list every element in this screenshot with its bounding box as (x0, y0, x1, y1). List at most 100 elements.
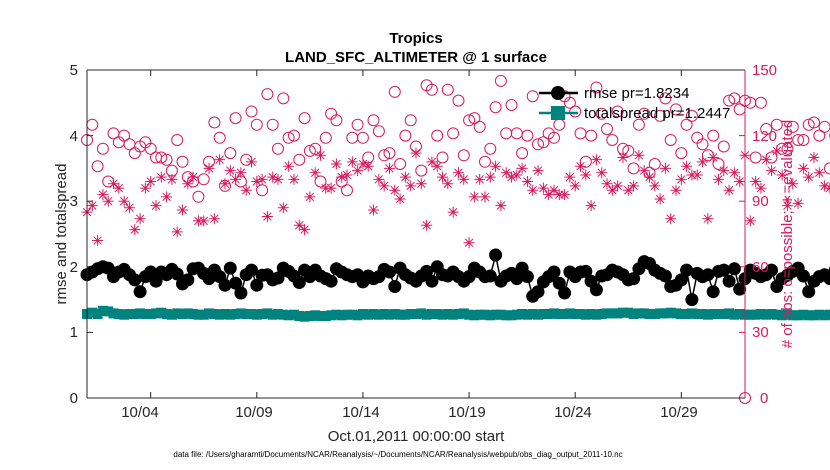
totalspread-point (416, 308, 427, 319)
rmse-point (727, 262, 741, 276)
rmse-point (706, 285, 720, 299)
totalspread-point (140, 309, 151, 319)
totalspread-point (315, 311, 326, 321)
obs-evaluated-point (314, 149, 326, 161)
totalspread-point (299, 311, 310, 322)
y-left-tick-label: 1 (70, 324, 78, 341)
rmse-point (128, 273, 142, 287)
totalspread-point (787, 310, 798, 321)
y-right-tick-label: 30 (752, 324, 769, 341)
totalspread-point (623, 307, 634, 318)
obs-possible-point (330, 114, 343, 127)
totalspread-point (129, 309, 140, 319)
obs-evaluated-point (500, 167, 512, 179)
totalspread-point (814, 309, 825, 320)
obs-evaluated-point (792, 197, 804, 209)
totalspread-point (474, 309, 485, 320)
totalspread-point (458, 308, 469, 319)
rmse-point (292, 276, 306, 289)
obs-possible-point (197, 173, 210, 186)
obs-evaluated-point (219, 178, 231, 190)
obs-evaluated-point (781, 200, 793, 212)
obs-evaluated-point (670, 184, 682, 196)
obs-evaluated-point (415, 178, 427, 190)
obs-evaluated-point (362, 160, 374, 172)
obs-evaluated-point (532, 165, 544, 177)
obs-possible-point (272, 142, 284, 155)
rmse-point (717, 263, 731, 277)
totalspread-point (166, 309, 177, 320)
obs-possible-series (81, 74, 830, 203)
obs-possible-point (548, 131, 560, 144)
obs-possible-point (601, 123, 613, 135)
totalspread-point (262, 308, 273, 319)
totalspread-point (495, 309, 506, 320)
totalspread-point (384, 309, 395, 320)
totalspread-point (113, 309, 124, 319)
data-file-footer: data file: /Users/gharamti/Documents/NCA… (173, 450, 622, 459)
obs-possible-point (436, 151, 449, 164)
rmse-point (722, 274, 736, 288)
totalspread-point (310, 310, 321, 321)
obs-evaluated-point (410, 147, 422, 159)
totalspread-point (777, 310, 788, 321)
totalspread-point (198, 309, 209, 320)
totalspread-point (97, 305, 108, 316)
obs-evaluated-point (490, 160, 502, 172)
obs-possible-point (457, 149, 470, 162)
obs-possible-point (606, 134, 619, 146)
obs-possible-point (818, 120, 830, 133)
totalspread-point (267, 309, 278, 320)
obs-evaluated-point (304, 191, 316, 203)
totalspread-point (824, 309, 830, 320)
obs-possible-point (425, 83, 438, 96)
totalspread-point (92, 309, 103, 319)
obs-possible-point (91, 160, 104, 173)
obs-evaluated-point (97, 189, 109, 201)
obs-possible-point (627, 162, 640, 175)
obs-possible-point (378, 149, 391, 162)
obs-evaluated-point (442, 178, 454, 190)
obs-evaluated-point (585, 200, 597, 212)
totalspread-point (405, 309, 416, 319)
obs-evaluated-point (299, 224, 311, 236)
obs-possible-point (415, 164, 428, 177)
obs-possible-point (675, 147, 688, 160)
obs-evaluated-point (431, 160, 443, 172)
obs-evaluated-series (81, 145, 830, 404)
obs-possible-point (494, 74, 507, 87)
rmse-point (685, 293, 699, 307)
totalspread-point (363, 309, 374, 320)
obs-evaluated-point (272, 173, 284, 185)
totalspread-point (649, 309, 660, 319)
obs-evaluated-point (394, 193, 406, 205)
obs-evaluated-point (675, 173, 687, 185)
totalspread-point (193, 309, 204, 320)
obs-possible-point (648, 158, 661, 170)
totalspread-point (729, 309, 740, 320)
obs-evaluated-point (346, 156, 358, 168)
obs-possible-point (351, 118, 364, 131)
totalspread-point (151, 308, 161, 319)
obs-evaluated-point (129, 224, 141, 236)
obs-possible-point (707, 129, 720, 142)
obs-evaluated-point (102, 195, 114, 207)
obs-possible-point (208, 116, 221, 129)
totalspread-point (702, 309, 713, 320)
x-tick-label: 10/19 (448, 404, 486, 421)
obs-evaluated-point (421, 219, 433, 231)
obs-evaluated-point (495, 200, 507, 212)
rmse-point (680, 263, 694, 277)
obs-possible-point (797, 134, 810, 146)
totalspread-point (357, 309, 368, 319)
totalspread-point (442, 309, 453, 319)
obs-evaluated-point (760, 154, 772, 166)
obs-evaluated-point (458, 173, 470, 185)
obs-possible-point (356, 131, 369, 144)
obs-evaluated-point (479, 191, 491, 203)
rmse-point (483, 269, 497, 283)
totalspread-point (660, 308, 671, 319)
totalspread-point (511, 309, 522, 320)
totalspread-point (124, 309, 135, 319)
